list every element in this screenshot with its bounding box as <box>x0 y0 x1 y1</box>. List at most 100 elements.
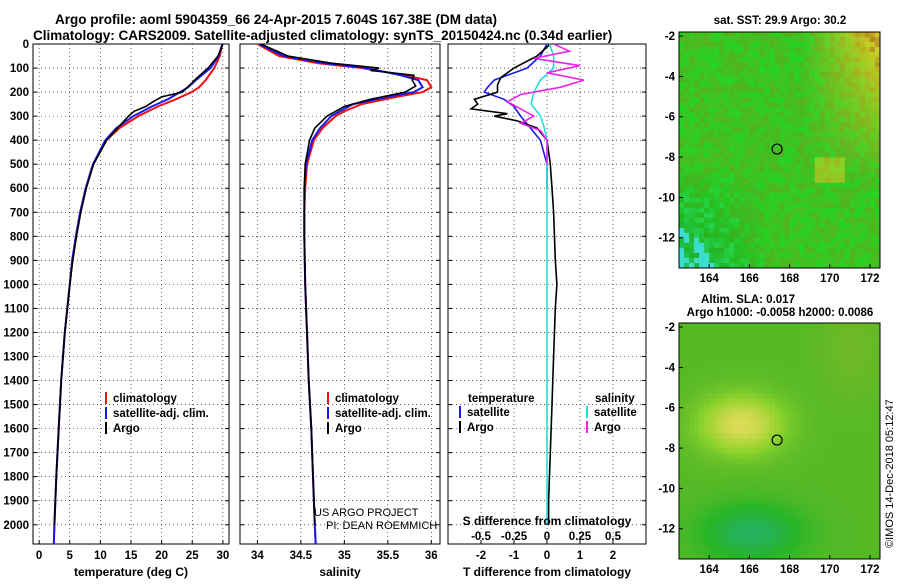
map-cell <box>784 498 790 505</box>
map-cell <box>754 378 760 384</box>
map-cell <box>799 37 806 43</box>
depth-tick-label: 1800 <box>3 472 29 484</box>
map-cell <box>804 473 811 480</box>
map-cell <box>764 157 770 163</box>
map-cell <box>784 157 790 163</box>
map-cell <box>689 182 695 189</box>
map-cell <box>859 413 866 419</box>
map-cell <box>764 82 770 88</box>
map-cell <box>754 538 760 545</box>
map-cell <box>699 172 705 179</box>
map-cell <box>754 508 760 515</box>
map-cell <box>809 493 816 500</box>
map-cell <box>784 197 790 204</box>
map-cell <box>684 117 690 123</box>
map-cell <box>844 32 851 38</box>
map-cell <box>704 328 710 334</box>
map-cell <box>724 197 730 204</box>
map-cell <box>809 498 816 505</box>
map-cell <box>834 142 841 148</box>
map-cell <box>789 127 795 133</box>
map-cell <box>714 433 720 439</box>
map-cell <box>709 323 715 329</box>
map-cell <box>754 132 760 138</box>
map-cell <box>804 468 811 475</box>
map-cell <box>709 473 715 480</box>
map-cell <box>864 458 871 464</box>
map-cell <box>729 97 735 103</box>
map-cell <box>749 338 755 344</box>
map-cell <box>764 538 770 545</box>
map-cell <box>794 348 801 354</box>
map-cell <box>704 187 710 194</box>
salinity-legend: climatology satellite-adj. clim. Argo <box>327 392 431 435</box>
map-cell <box>869 82 876 88</box>
map-cell <box>799 47 806 53</box>
map-cell <box>719 448 725 454</box>
map-cell <box>714 157 720 163</box>
map-cell <box>774 373 780 379</box>
map-cell <box>739 443 745 449</box>
map-cell <box>869 37 876 43</box>
map-cell <box>864 72 871 78</box>
map-cell <box>689 147 695 153</box>
map-cell <box>874 222 880 229</box>
map-cell <box>734 182 740 189</box>
map-cell <box>854 52 861 58</box>
map-cell <box>704 348 710 354</box>
map-cell <box>804 428 811 434</box>
map-cell <box>779 57 785 63</box>
map-cell <box>854 443 861 449</box>
map-cell <box>684 242 690 249</box>
map-cell <box>864 137 871 143</box>
map-cell <box>714 398 720 404</box>
map-cell <box>849 468 856 475</box>
map-cell <box>769 513 775 520</box>
map-cell <box>689 443 695 449</box>
map-cell <box>874 142 880 148</box>
map-cell <box>749 167 755 173</box>
map-cell <box>869 508 876 515</box>
map-cell <box>744 92 750 98</box>
map-cell <box>774 333 780 339</box>
map-cell <box>699 162 705 168</box>
map-cell <box>829 157 836 163</box>
map-cell <box>794 363 801 369</box>
map-cell <box>794 67 801 73</box>
map-cell <box>764 518 770 525</box>
map-cell <box>789 458 795 464</box>
map-cell <box>869 247 876 254</box>
map-cell <box>724 463 730 470</box>
map-cell <box>864 468 871 475</box>
map-cell <box>809 378 816 384</box>
map-cell <box>854 142 861 148</box>
depth-tick-label: 1700 <box>3 448 29 460</box>
map-cell <box>719 343 725 349</box>
map-cell <box>734 127 740 133</box>
map-cell <box>814 127 821 133</box>
map-cell <box>819 548 826 555</box>
map-cell <box>734 77 740 83</box>
map-cell <box>709 528 715 535</box>
map-cell <box>764 47 770 53</box>
map-cell <box>679 72 685 78</box>
map-cell <box>734 222 740 229</box>
map-cell <box>794 142 801 148</box>
map-cell <box>709 458 715 464</box>
map-cell <box>864 47 871 53</box>
map-cell <box>779 97 785 103</box>
map-cell <box>824 57 831 63</box>
map-cell <box>729 47 735 53</box>
map-cell <box>709 237 715 244</box>
map-cell <box>769 403 775 409</box>
map-cell <box>774 262 780 268</box>
map-cell <box>699 182 705 189</box>
map-cell <box>814 353 821 359</box>
map-cell <box>824 217 831 224</box>
map-cell <box>794 528 801 535</box>
map-cell <box>694 262 700 268</box>
map-cell <box>689 77 695 83</box>
map-cell <box>864 353 871 359</box>
map-cell <box>684 147 690 153</box>
map-cell <box>809 373 816 379</box>
